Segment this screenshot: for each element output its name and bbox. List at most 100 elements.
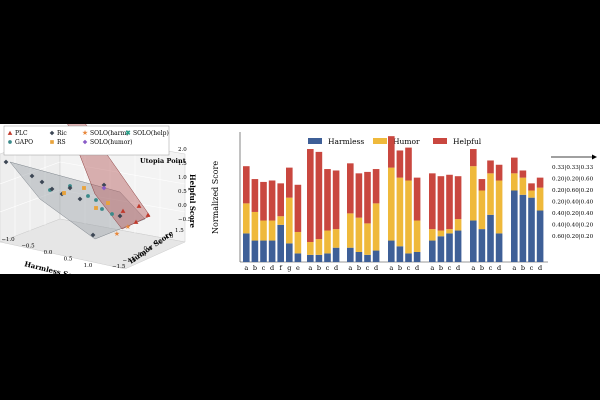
bar-legend-label-helpful: Helpful — [453, 137, 482, 146]
scatter-legend-frame — [3, 125, 170, 156]
scatter-point — [136, 203, 142, 208]
scatter-point — [133, 219, 139, 224]
bar-g4-a-harmless — [388, 240, 395, 262]
bar-g1-d-helpful — [268, 180, 276, 221]
bar-g1-e-harmless — [294, 253, 302, 262]
bar-x-tick-label: d — [334, 264, 338, 272]
bar-g2-d-harmless — [332, 247, 340, 262]
bar-x-tick-label: d — [497, 264, 501, 272]
scatter-3d-panel: ★★✖ Utopia Point Harmless Score Humor Sc… — [0, 65, 197, 283]
weight-label: 0.40|0.20|0.40 — [552, 211, 594, 217]
bar-legend-label-humor: Humor — [393, 137, 420, 146]
bar-g4-c-helpful — [405, 147, 412, 181]
bar-g7-a-humor — [511, 173, 518, 191]
bar-g3-c-harmless — [364, 254, 371, 262]
bar-g2-b-harmless — [315, 254, 323, 262]
bar-g5-c-helpful — [446, 174, 453, 230]
bar-g1-b-helpful — [251, 179, 259, 212]
weight-label: 0.20|0.40|0.40 — [552, 200, 594, 206]
bar-g6-a-harmless — [470, 220, 477, 262]
bar-g1-c-harmless — [260, 240, 267, 262]
weights-arrow — [551, 154, 597, 160]
bar-g4-d-helpful — [413, 177, 421, 221]
bar-x-tick-label: f — [279, 264, 282, 272]
legend-label: RS — [57, 139, 66, 146]
bar-x-tick-label: a — [308, 264, 312, 272]
scatter-point — [106, 201, 110, 205]
legend-marker-rs — [50, 140, 54, 144]
bar-legend-label-harmless: Harmless — [328, 137, 364, 146]
bar-g7-d-helpful — [536, 177, 544, 188]
scatter-point — [100, 207, 104, 211]
scatter-point — [117, 213, 123, 219]
z-tick-label: 0.0 — [178, 203, 187, 209]
scatter-point — [101, 182, 107, 188]
z-axis-label: Helpful Score — [188, 174, 197, 228]
bar-g1-f-harmless — [277, 224, 284, 262]
z-tick-label: 1.0 — [178, 175, 187, 181]
bar-g1-f-helpful — [277, 183, 284, 217]
weight-label: 0.33|0.33|0.33 — [552, 165, 594, 171]
bar-x-tick-label: e — [296, 264, 300, 272]
weight-labels: 0.33|0.33|0.33 0.20|0.20|0.60 0.20|0.60|0.… — [552, 165, 594, 240]
bar-g3-a-humor — [347, 213, 354, 248]
x-tick-label: 0.0 — [44, 250, 53, 256]
legend-label: GAPO — [15, 139, 33, 146]
legend-marker-solo-harm: ★ — [82, 129, 88, 137]
bar-g1-e-helpful — [294, 184, 302, 232]
bar-g3-d-harmless — [372, 250, 380, 262]
bar-x-tick-label: c — [530, 264, 534, 272]
bar-legend-swatch-harmless — [308, 138, 322, 144]
bar-x-tick-label: d — [374, 264, 378, 272]
bar-x-tick-label: d — [456, 264, 460, 272]
scatter-point — [29, 173, 35, 179]
bar-g3-a-harmless — [347, 247, 354, 262]
x-tick-label: −0.5 — [21, 244, 35, 250]
bar-g5-d-harmless — [454, 230, 462, 262]
bar-g6-a-helpful — [470, 149, 477, 167]
scatter-point — [120, 208, 126, 213]
bar-g7-c-harmless — [528, 197, 535, 262]
bar-g1-a-helpful — [243, 166, 250, 204]
bar-g7-c-helpful — [528, 183, 535, 191]
bar-g4-c-humor — [405, 180, 412, 254]
bar-g7-b-helpful — [519, 170, 527, 178]
y-tick-label: 0.0 — [144, 246, 153, 252]
bar-x-tick-label: b — [357, 264, 361, 272]
bar-g6-a-humor — [470, 166, 477, 221]
bar-g4-a-helpful — [388, 136, 395, 168]
bar-g6-d-harmless — [495, 233, 503, 262]
bar-g2-d-humor — [332, 229, 340, 248]
bar-x-tick-label: b — [317, 264, 321, 272]
bar-g6-d-helpful — [495, 164, 503, 181]
bar-g2-a-helpful — [307, 149, 314, 242]
bar-g4-b-humor — [396, 177, 404, 247]
bar-x-tick-label: a — [471, 264, 475, 272]
legend-label: SOLO(harm) — [90, 130, 129, 137]
bars — [243, 136, 544, 262]
bar-g7-b-humor — [519, 177, 527, 195]
bar-g1-a-humor — [243, 203, 250, 234]
bar-g2-c-humor — [324, 230, 331, 254]
bar-g2-a-humor — [307, 241, 314, 255]
z-tick-label: 0.5 — [178, 189, 187, 195]
bar-x-tick-label: a — [389, 264, 393, 272]
scatter-point — [86, 194, 90, 198]
bar-g3-c-helpful — [364, 171, 371, 224]
bar-x-tick-label: a — [512, 264, 516, 272]
bar-g4-d-harmless — [413, 251, 421, 262]
z-tick-label: 1.5 — [178, 161, 187, 167]
bar-g7-d-harmless — [536, 210, 544, 262]
bar-x-tick-label: c — [326, 264, 330, 272]
bar-g7-c-humor — [528, 190, 535, 198]
y-tick-label: 1.0 — [165, 234, 174, 240]
bar-x-tick-label: b — [439, 264, 443, 272]
bar-g4-b-helpful — [396, 150, 404, 178]
y-tick-label: 0.5 — [154, 240, 163, 246]
figure: ★★✖ Utopia Point Harmless Score Humor Sc… — [0, 65, 600, 283]
bar-g2-a-harmless — [307, 254, 314, 262]
bar-x-tick-label: d — [270, 264, 274, 272]
bar-g2-b-humor — [315, 239, 323, 255]
